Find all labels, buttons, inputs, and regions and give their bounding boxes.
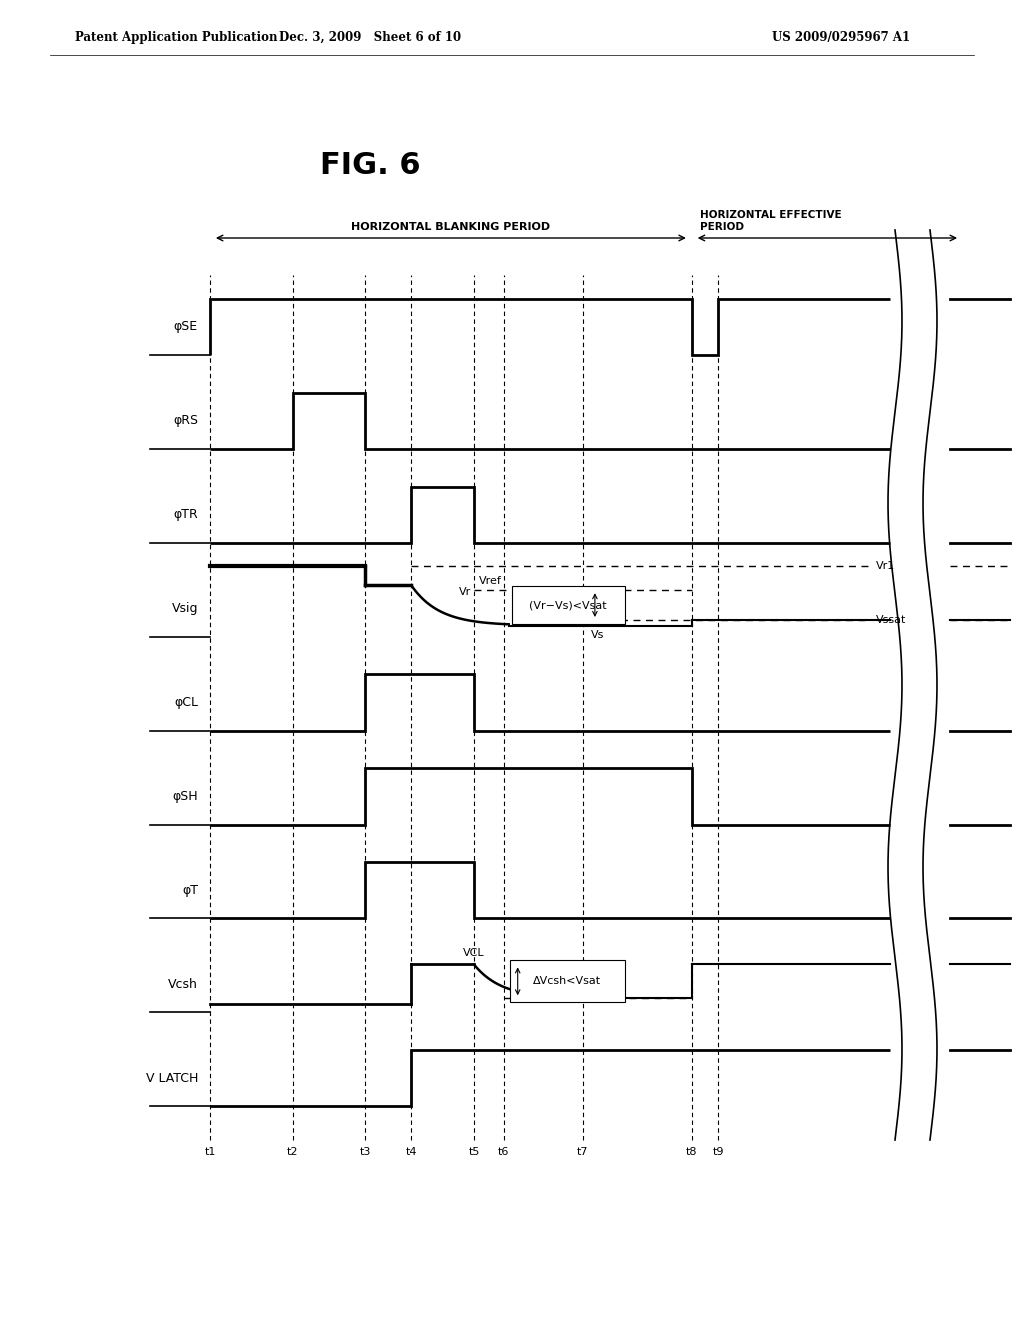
Text: (Vr−Vs)<Vsat: (Vr−Vs)<Vsat (529, 601, 607, 610)
Text: t5: t5 (468, 1147, 479, 1158)
Text: V LATCH: V LATCH (145, 1072, 198, 1085)
Text: t4: t4 (406, 1147, 417, 1158)
Text: ΔVcsh<Vsat: ΔVcsh<Vsat (534, 977, 601, 986)
Text: Vsig: Vsig (171, 602, 198, 615)
Text: φCL: φCL (174, 696, 198, 709)
Text: Vs: Vs (591, 630, 604, 639)
Text: t1: t1 (205, 1147, 216, 1158)
Text: t6: t6 (498, 1147, 509, 1158)
Text: HORIZONTAL BLANKING PERIOD: HORIZONTAL BLANKING PERIOD (351, 222, 551, 232)
Text: Dec. 3, 2009   Sheet 6 of 10: Dec. 3, 2009 Sheet 6 of 10 (279, 30, 461, 44)
Text: US 2009/0295967 A1: US 2009/0295967 A1 (772, 30, 910, 44)
Text: Vssat: Vssat (876, 615, 906, 624)
Text: φSE: φSE (174, 321, 198, 334)
Text: Vcsh: Vcsh (168, 978, 198, 991)
Text: FIG. 6: FIG. 6 (319, 150, 420, 180)
Text: φSH: φSH (172, 789, 198, 803)
Text: t3: t3 (359, 1147, 371, 1158)
Text: φTR: φTR (173, 508, 198, 521)
FancyBboxPatch shape (512, 586, 625, 624)
Text: HORIZONTAL EFFECTIVE
PERIOD: HORIZONTAL EFFECTIVE PERIOD (699, 210, 842, 232)
Text: Vr1: Vr1 (876, 561, 895, 572)
Text: t8: t8 (686, 1147, 697, 1158)
Text: t2: t2 (287, 1147, 298, 1158)
Text: φRS: φRS (173, 414, 198, 428)
Text: Vr: Vr (459, 587, 471, 597)
Text: t9: t9 (713, 1147, 724, 1158)
FancyBboxPatch shape (510, 961, 625, 1002)
Text: t7: t7 (578, 1147, 589, 1158)
Text: Vref: Vref (479, 577, 502, 586)
Text: VCL: VCL (463, 949, 484, 958)
Text: φT: φT (182, 884, 198, 896)
Text: Patent Application Publication: Patent Application Publication (75, 30, 278, 44)
